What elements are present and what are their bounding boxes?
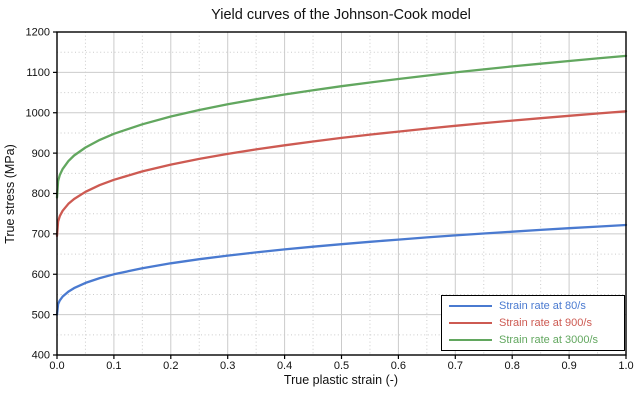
legend-label: Strain rate at 80/s (499, 299, 586, 312)
series-line-2 (55, 110, 628, 238)
x-tick-label: 1.0 (618, 360, 633, 372)
legend-item: Strain rate at 80/s (449, 298, 616, 314)
x-tick-label: 0.1 (106, 360, 121, 372)
y-axis-title: True stress (MPa) (3, 144, 17, 244)
curves (55, 54, 628, 316)
legend-item: Strain rate at 3000/s (449, 332, 616, 348)
x-tick-label: 0.4 (277, 360, 292, 372)
y-tick-label: 400 (32, 350, 50, 362)
tick-labels: 0.0 0.1 0.2 0.3 0.4 0.5 0.6 0.7 0.8 0.9 1.0 400 500 6… (26, 27, 634, 372)
series-line-3 (55, 54, 628, 199)
y-tick-label: 1100 (26, 67, 50, 79)
x-tick-label: 0.3 (220, 360, 235, 372)
y-tick-label: 900 (32, 148, 50, 160)
legend-line-swatch (449, 305, 492, 307)
y-tick-label: 500 (32, 309, 50, 321)
x-axis-title: True plastic strain (-) (284, 373, 398, 387)
y-tick-label: 1000 (26, 107, 50, 119)
legend-line-swatch (449, 322, 492, 324)
legend-label: Strain rate at 3000/s (499, 333, 599, 346)
legend: Strain rate at 80/s Strain rate at 900/s… (441, 295, 625, 351)
x-tick-label: 0.0 (49, 360, 64, 372)
x-tick-label: 0.7 (448, 360, 463, 372)
legend-item: Strain rate at 900/s (449, 315, 616, 331)
x-tick-label: 0.8 (505, 360, 520, 372)
x-tick-label: 0.5 (334, 360, 349, 372)
series-line-1 (55, 223, 628, 316)
axes-frame (53, 31, 627, 359)
legend-line-swatch (449, 339, 492, 341)
x-tick-label: 0.6 (391, 360, 406, 372)
y-tick-label: 700 (32, 229, 50, 241)
y-tick-label: 600 (32, 269, 50, 281)
legend-label: Strain rate at 900/s (499, 316, 592, 329)
y-tick-label: 1200 (26, 27, 50, 39)
x-tick-label: 0.2 (163, 360, 178, 372)
y-tick-label: 800 (32, 188, 50, 200)
x-tick-label: 0.9 (561, 360, 576, 372)
chart-title: Yield curves of the Johnson-Cook model (211, 7, 471, 23)
